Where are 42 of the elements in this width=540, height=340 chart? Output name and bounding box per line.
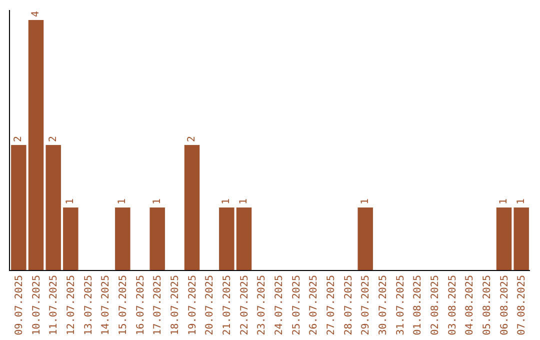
x-tick-label: 12.07.2025 [66,275,77,336]
x-tick-label: 10.07.2025 [31,275,42,336]
data-label: 4 [30,10,42,17]
x-tick-label: 21.07.2025 [222,275,233,336]
x-tick-label: 18.07.2025 [170,275,181,336]
data-label: 1 [117,198,128,204]
x-tick-label: 02.08.2025 [430,275,441,336]
data-label: 1 [65,198,76,204]
x-tick-label: 17.07.2025 [152,275,164,336]
x-tick-label: 04.08.2025 [464,275,476,336]
x-tick-label: 03.08.2025 [447,275,458,336]
data-label: 1 [498,198,510,204]
x-tick-label: 29.07.2025 [360,275,372,336]
data-label: 2 [48,136,59,142]
x-tick-label: 30.07.2025 [378,275,389,336]
x-tick-label: 31.07.2025 [395,275,406,336]
x-tick-label: 27.07.2025 [326,275,337,336]
data-label: 1 [152,198,163,204]
x-tick-label: 14.07.2025 [100,275,112,336]
x-tick-label: 05.08.2025 [482,275,493,336]
x-tick-label: 11.07.2025 [48,275,60,336]
x-tick-label: 22.07.2025 [239,275,250,336]
x-tick-label: 20.07.2025 [204,275,216,336]
x-tick-label: 25.07.2025 [291,275,302,336]
data-label: 1 [360,198,371,204]
x-tick-label: 26.07.2025 [308,275,320,336]
x-tick-label: 15.07.2025 [118,275,129,336]
x-tick-label: 24.07.2025 [274,275,285,336]
x-tick-label: 01.08.2025 [412,275,424,336]
data-label: 2 [186,136,198,142]
data-label: 1 [221,198,232,204]
data-label: 1 [516,198,527,204]
x-tick-label: 09.07.2025 [14,275,25,336]
x-tick-label: 06.08.2025 [499,275,510,336]
x-tick-label: 19.07.2025 [187,275,198,336]
x-tick-label: 07.08.2025 [516,275,528,336]
data-label: 2 [13,136,24,142]
x-tick-label: 28.07.2025 [343,275,354,336]
x-tick-label: 23.07.2025 [256,275,268,336]
x-tick-label: 16.07.2025 [135,275,146,336]
x-tick-label: 13.07.2025 [83,275,94,336]
data-label: 1 [238,198,250,204]
